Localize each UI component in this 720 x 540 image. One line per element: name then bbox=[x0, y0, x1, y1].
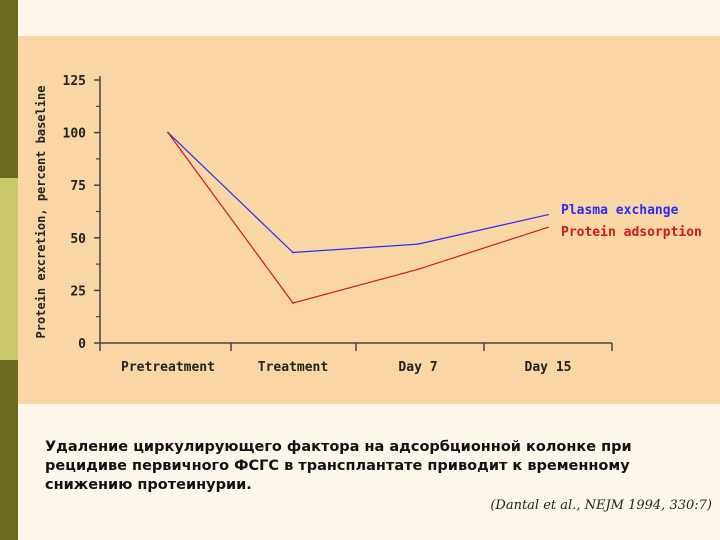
y-tick-label: 100 bbox=[63, 127, 87, 142]
series-line-1 bbox=[167, 132, 549, 304]
data-point bbox=[417, 243, 419, 245]
data-point bbox=[547, 226, 549, 229]
y-tick-label: 75 bbox=[70, 179, 86, 194]
data-point bbox=[547, 213, 549, 216]
y-tick-label: 50 bbox=[70, 232, 86, 247]
data-point bbox=[292, 251, 294, 254]
series-line-0 bbox=[167, 132, 549, 254]
data-point bbox=[417, 268, 419, 271]
x-tick-label: Day 15 bbox=[525, 360, 572, 375]
legend-entry-0: Plasma exchange bbox=[561, 203, 679, 218]
legend-entry-1: Protein adsorption bbox=[561, 225, 702, 240]
citation: (Dantal et al., NEJM 1994, 330:7) bbox=[490, 498, 712, 513]
decor-stripe-top bbox=[0, 0, 18, 178]
decor-stripe-middle bbox=[0, 178, 18, 360]
y-axis-label: Protein excretion, percent baseline bbox=[34, 86, 48, 339]
line-chart: 0 25 50 75 100 125 Pretreatment Treatment Day 7 D… bbox=[34, 74, 702, 375]
y-tick-label: 0 bbox=[78, 337, 86, 352]
y-tick-label: 25 bbox=[70, 284, 86, 299]
axes: 0 25 50 75 100 125 Pretreatment Treatment Day 7 D… bbox=[34, 74, 613, 375]
x-tick-label: Pretreatment bbox=[121, 360, 215, 375]
x-tick-label: Treatment bbox=[258, 360, 328, 375]
series-layer bbox=[167, 131, 549, 304]
data-point bbox=[167, 131, 169, 134]
data-point bbox=[292, 302, 294, 304]
x-tick-label: Day 7 bbox=[398, 360, 437, 375]
legend: Plasma exchange Protein adsorption bbox=[561, 203, 702, 240]
slide-caption: Удаление циркулирующего фактора на адсор… bbox=[45, 439, 632, 493]
y-tick-label: 125 bbox=[63, 74, 86, 89]
decor-stripe-bottom bbox=[0, 360, 18, 540]
